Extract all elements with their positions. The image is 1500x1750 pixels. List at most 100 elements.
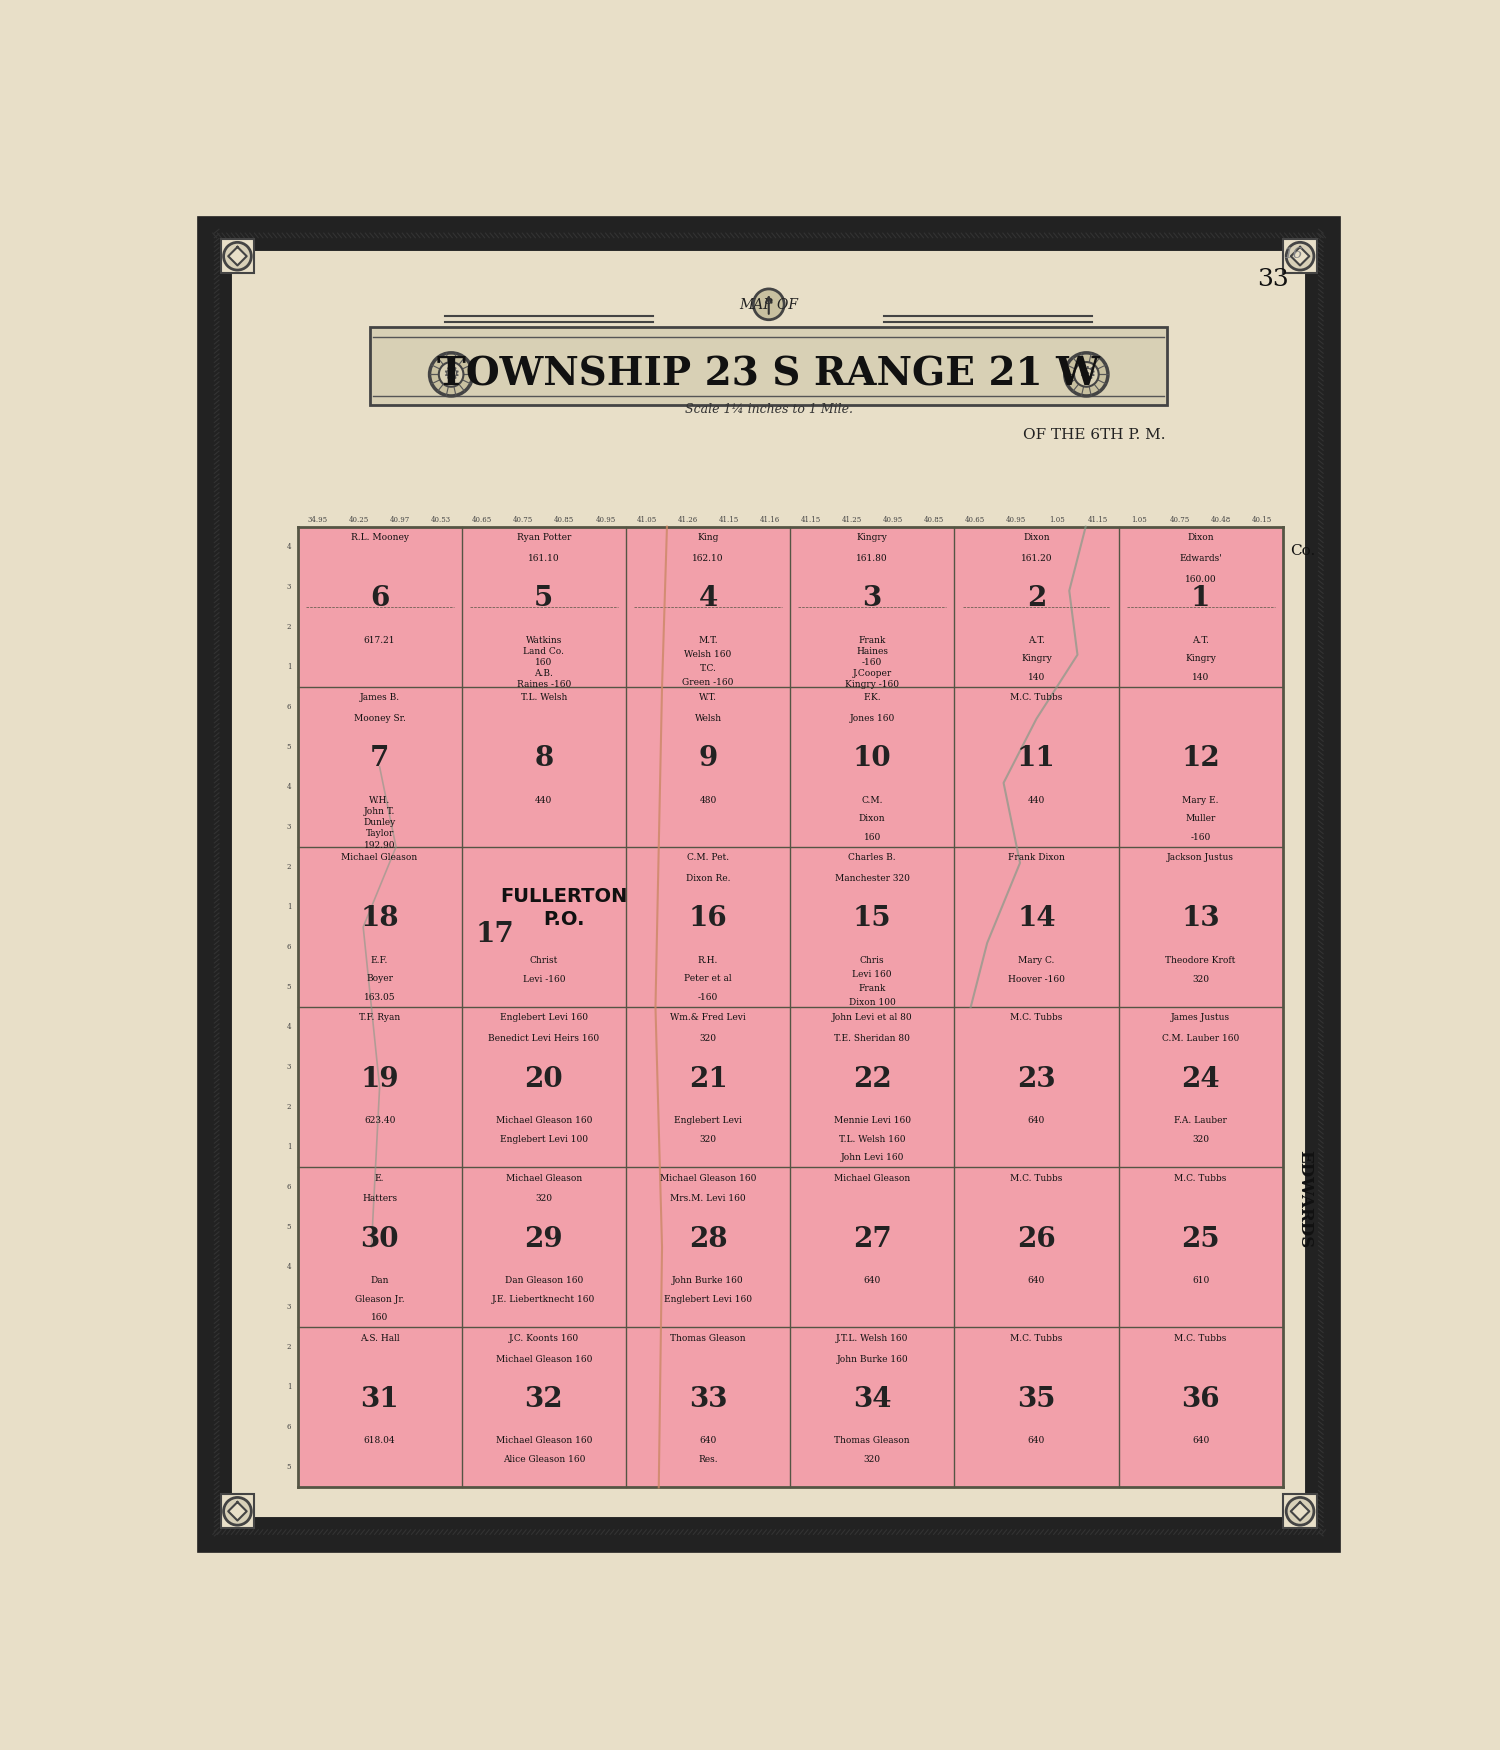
Text: 25: 25 xyxy=(1182,1225,1219,1253)
Text: 40.85: 40.85 xyxy=(924,516,944,523)
Text: 40.48: 40.48 xyxy=(1210,516,1231,523)
Text: 6: 6 xyxy=(286,1423,291,1432)
Text: M.C. Tubbs: M.C. Tubbs xyxy=(1010,1174,1062,1183)
Text: Charles B.: Charles B. xyxy=(849,854,895,863)
Text: 320: 320 xyxy=(864,1456,880,1465)
Text: 6: 6 xyxy=(286,704,291,710)
Text: 32: 32 xyxy=(525,1386,562,1412)
Text: 1: 1 xyxy=(286,1382,291,1391)
Text: A.B.: A.B. xyxy=(534,668,554,679)
Text: 4: 4 xyxy=(286,542,291,551)
Text: Watkins: Watkins xyxy=(525,635,562,644)
Text: Scale 1¼ inches to 1 Mile.: Scale 1¼ inches to 1 Mile. xyxy=(684,402,852,416)
Text: 160: 160 xyxy=(536,658,552,667)
Text: 24: 24 xyxy=(1182,1066,1219,1092)
Text: Dan Gleason 160: Dan Gleason 160 xyxy=(504,1276,584,1284)
Text: 320: 320 xyxy=(699,1136,717,1144)
Text: Kingry -160: Kingry -160 xyxy=(844,681,898,690)
Bar xyxy=(297,527,1282,1488)
Text: 15: 15 xyxy=(853,905,891,933)
Text: 161.80: 161.80 xyxy=(856,555,888,564)
Text: FULLERTON
P.O.: FULLERTON P.O. xyxy=(500,887,627,929)
Text: 41.15: 41.15 xyxy=(718,516,738,523)
Text: John Burke 160: John Burke 160 xyxy=(672,1276,744,1284)
Text: 40.85: 40.85 xyxy=(554,516,574,523)
Text: 617.21: 617.21 xyxy=(364,635,396,644)
Text: 3: 3 xyxy=(286,583,291,592)
Text: Dixon 100: Dixon 100 xyxy=(849,997,895,1006)
Text: Mooney Sr.: Mooney Sr. xyxy=(354,714,405,723)
Text: 41.15: 41.15 xyxy=(1088,516,1108,523)
Text: 36: 36 xyxy=(1182,1386,1219,1412)
Text: 5: 5 xyxy=(286,984,291,990)
Text: 5: 5 xyxy=(286,1463,291,1472)
Text: 29: 29 xyxy=(525,1225,562,1253)
Text: 4: 4 xyxy=(286,1264,291,1270)
Text: 26: 26 xyxy=(1017,1225,1056,1253)
Text: 2: 2 xyxy=(286,863,291,872)
Text: Green -160: Green -160 xyxy=(682,677,734,686)
Text: Welsh: Welsh xyxy=(694,714,721,723)
Text: 19: 19 xyxy=(360,1066,399,1092)
Text: 140: 140 xyxy=(1028,674,1045,682)
Text: 41.26: 41.26 xyxy=(678,516,698,523)
Text: A.S. Hall: A.S. Hall xyxy=(360,1334,399,1342)
Polygon shape xyxy=(228,1502,246,1521)
Circle shape xyxy=(429,354,472,396)
Text: Land Co.: Land Co. xyxy=(524,648,564,656)
Text: James B.: James B. xyxy=(360,693,399,702)
Circle shape xyxy=(753,289,784,320)
Text: Haines: Haines xyxy=(856,648,888,656)
Text: John T.: John T. xyxy=(364,807,396,816)
Text: 21: 21 xyxy=(688,1066,728,1092)
Text: Englebert Levi: Englebert Levi xyxy=(674,1116,742,1125)
Text: 16: 16 xyxy=(1284,247,1304,261)
Text: Kingry: Kingry xyxy=(1022,654,1052,663)
Text: 18: 18 xyxy=(360,905,399,933)
Text: 40.95: 40.95 xyxy=(1007,516,1026,523)
Circle shape xyxy=(224,1498,252,1526)
Text: J.E. Liebertknecht 160: J.E. Liebertknecht 160 xyxy=(492,1295,596,1304)
Text: Boyer: Boyer xyxy=(366,975,393,984)
Text: 640: 640 xyxy=(699,1437,717,1446)
Text: 41.25: 41.25 xyxy=(842,516,862,523)
Text: T.C.: T.C. xyxy=(699,663,717,672)
Text: Englebert Levi 160: Englebert Levi 160 xyxy=(500,1013,588,1022)
Text: 5: 5 xyxy=(286,1223,291,1232)
Text: 4: 4 xyxy=(699,584,717,612)
Text: MAP OF: MAP OF xyxy=(740,299,798,313)
Text: J.C. Koonts 160: J.C. Koonts 160 xyxy=(509,1334,579,1342)
Text: Chris: Chris xyxy=(859,956,885,964)
Text: C.M. Lauber 160: C.M. Lauber 160 xyxy=(1162,1034,1239,1043)
Text: Mennie Levi 160: Mennie Levi 160 xyxy=(834,1116,910,1125)
Text: 320: 320 xyxy=(699,1034,717,1043)
Text: 6: 6 xyxy=(286,943,291,950)
Text: E.F.: E.F. xyxy=(370,956,388,964)
Text: Englebert Levi 160: Englebert Levi 160 xyxy=(664,1295,752,1304)
Text: 640: 640 xyxy=(1192,1437,1209,1446)
Text: 40.75: 40.75 xyxy=(1170,516,1190,523)
Text: Wm.& Fred Levi: Wm.& Fred Levi xyxy=(670,1013,746,1022)
Text: 2: 2 xyxy=(286,1344,291,1351)
Text: Thomas Gleason: Thomas Gleason xyxy=(670,1334,746,1342)
Text: OF THE 6TH P. M.: OF THE 6TH P. M. xyxy=(1023,429,1166,443)
Text: 161.10: 161.10 xyxy=(528,555,560,564)
Text: 41.15: 41.15 xyxy=(801,516,820,523)
Text: Mary E.: Mary E. xyxy=(1182,796,1219,805)
Text: Dixon: Dixon xyxy=(1023,534,1050,542)
Circle shape xyxy=(1286,1498,1314,1526)
Text: 161.20: 161.20 xyxy=(1020,555,1052,564)
Text: 320: 320 xyxy=(536,1195,552,1204)
Text: 2: 2 xyxy=(1026,584,1045,612)
Text: W.H.: W.H. xyxy=(369,796,390,805)
Text: 27: 27 xyxy=(853,1225,891,1253)
Circle shape xyxy=(1074,362,1098,387)
Text: 480: 480 xyxy=(699,796,717,805)
Text: A.T.: A.T. xyxy=(1192,635,1209,644)
Text: Edwards': Edwards' xyxy=(1179,555,1222,564)
Text: EDWARDS: EDWARDS xyxy=(1296,1150,1312,1248)
Text: 1: 1 xyxy=(286,903,291,912)
Text: -160: -160 xyxy=(698,994,718,1003)
Text: John Levi et al 80: John Levi et al 80 xyxy=(833,1013,912,1022)
Text: 440: 440 xyxy=(536,796,552,805)
